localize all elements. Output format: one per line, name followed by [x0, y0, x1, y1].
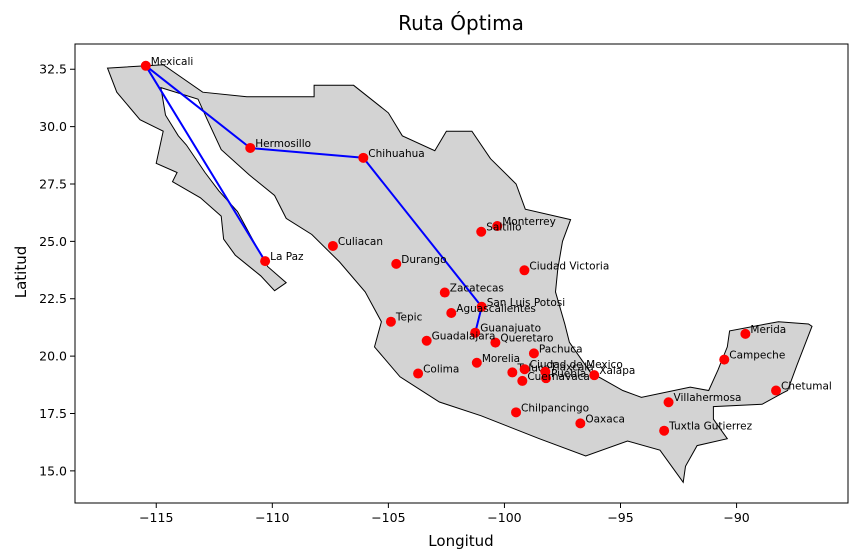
city-label: La Paz [270, 251, 304, 263]
y-tick-label: 25.0 [39, 234, 67, 249]
y-tick-label: 32.5 [39, 62, 67, 77]
axes: −115 −110 −105 −100 −95 −90 15.0 17.5 20.0 22.5 25… [39, 62, 750, 525]
city-point [327, 240, 338, 251]
city-point [719, 354, 730, 365]
city-label: Ciudad Victoria [529, 260, 609, 272]
plot-frame [74, 43, 849, 504]
plot-area: Mexicali Hermosillo Chihuahua La Paz Culiaca… [106, 56, 832, 484]
city-label: San Luis Potosi [487, 297, 565, 309]
city-label: Merida [750, 324, 786, 336]
x-tick-label: −105 [371, 510, 405, 525]
city-point [471, 357, 482, 368]
y-tick-label: 30.0 [39, 119, 67, 134]
city-label: Saltillo [486, 222, 521, 234]
city-label: Guadalajara [432, 331, 496, 343]
city-point [476, 226, 487, 237]
city-point [519, 364, 530, 375]
city-label: Xalapa [599, 365, 635, 377]
city-point [771, 385, 782, 396]
city-label: Aguascalientes [456, 303, 536, 315]
city-label: Tlaxcala [549, 362, 593, 374]
city-point [358, 152, 369, 163]
city-label: Zacatecas [450, 283, 504, 295]
x-tick-label: −100 [487, 510, 521, 525]
city-label: Pachuca [539, 343, 583, 355]
y-tick-label: 20.0 [39, 349, 67, 364]
city-point [245, 142, 256, 153]
y-tick-label: 22.5 [39, 291, 67, 306]
city-point [663, 397, 674, 408]
city-point [446, 307, 457, 318]
city-point [391, 258, 402, 269]
city-point [476, 301, 487, 312]
x-tick-label: −110 [255, 510, 289, 525]
city-point [740, 328, 751, 339]
city-label: Tepic [395, 312, 423, 324]
x-axis-label: Longitud [428, 532, 493, 550]
chart-title: Ruta Óptima [398, 11, 524, 35]
city-label: Durango [401, 254, 446, 266]
city-point [385, 316, 396, 327]
city-label: Morelia [482, 353, 520, 365]
city-label: Chetumal [781, 381, 832, 393]
city-label: Culiacan [338, 236, 383, 248]
city-point [659, 425, 670, 436]
city-label: Tuxtla Gutierrez [668, 421, 752, 433]
city-label: Villahermosa [674, 392, 742, 404]
city-point [540, 373, 551, 384]
city-point [439, 287, 450, 298]
city-label: Cuernavaca [527, 371, 590, 383]
city-label: Chihuahua [368, 148, 424, 160]
city-label: Campeche [729, 350, 785, 362]
city-label: Queretaro [500, 333, 553, 345]
x-tick-label: −95 [607, 510, 633, 525]
city-label: Guanajuato [480, 323, 541, 335]
city-label: Ciudad de Mexico [530, 359, 623, 371]
city-label: Oaxaca [585, 413, 625, 425]
city-label: Chilpancingo [521, 402, 589, 414]
city-point [517, 375, 528, 386]
city-point [589, 370, 600, 381]
y-tick-label: 27.5 [39, 176, 67, 191]
city-point [528, 348, 539, 359]
city-point [490, 337, 501, 348]
city-point [519, 265, 530, 276]
city-label: Hermosillo [255, 138, 311, 150]
x-tick-label: −115 [139, 510, 173, 525]
city-point [140, 60, 151, 71]
city-point [260, 256, 271, 267]
city-point [575, 418, 586, 429]
city-point [413, 368, 424, 379]
mexico-map-outline [106, 64, 813, 484]
city-label: Puebla [551, 368, 586, 380]
city-point [470, 327, 481, 338]
city-point [421, 335, 432, 346]
x-tick-label: −90 [723, 510, 749, 525]
y-tick-label: 17.5 [39, 406, 67, 421]
city-point [507, 367, 518, 378]
city-label: Monterrey [502, 216, 556, 228]
city-point [492, 220, 503, 231]
city-label: Colima [423, 364, 459, 376]
y-tick-label: 15.0 [39, 463, 67, 478]
city-label: Mexicali [151, 56, 194, 68]
y-axis-label: Latitud [12, 246, 30, 299]
city-point [511, 407, 522, 418]
